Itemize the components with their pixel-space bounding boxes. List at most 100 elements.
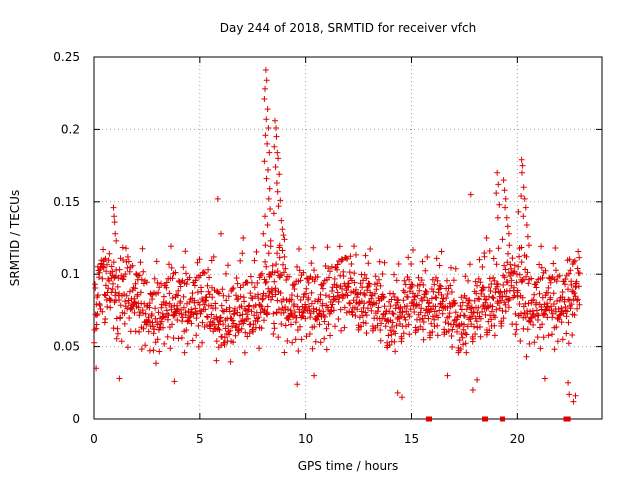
- data-point: [104, 261, 110, 268]
- data-point: [329, 301, 336, 308]
- data-point: [163, 284, 170, 291]
- data-point: [372, 273, 379, 280]
- data-point: [416, 301, 422, 308]
- data-point: [524, 233, 531, 240]
- data-point: [376, 276, 382, 283]
- data-point: [489, 303, 496, 310]
- data-point: [216, 327, 223, 333]
- data-point: [502, 204, 509, 211]
- data-point: [520, 213, 527, 220]
- data-point: [495, 245, 502, 252]
- data-point: [93, 321, 100, 328]
- data-point: [420, 326, 426, 333]
- data-point: [536, 261, 543, 268]
- data-point: [282, 265, 289, 272]
- data-point: [134, 291, 141, 298]
- data-point: [360, 319, 367, 326]
- data-point: [420, 319, 427, 325]
- x-tick-label: 10: [298, 432, 313, 446]
- data-point: [404, 294, 411, 301]
- data-point: [493, 306, 500, 313]
- data-point: [317, 291, 324, 298]
- data-point: [427, 332, 434, 339]
- data-point: [262, 85, 268, 92]
- data-point: [328, 304, 335, 311]
- data-point: [436, 307, 443, 314]
- data-point: [167, 345, 174, 352]
- data-point: [111, 274, 118, 281]
- data-point: [197, 310, 204, 317]
- data-point: [565, 340, 572, 347]
- data-point: [183, 270, 189, 277]
- data-point: [575, 283, 582, 290]
- data-point: [270, 210, 277, 217]
- data-point: [459, 299, 466, 306]
- data-point: [566, 256, 573, 263]
- data-point: [395, 261, 402, 267]
- data-point: [531, 339, 538, 346]
- data-point: [374, 322, 381, 329]
- data-point: [388, 331, 395, 338]
- data-point: [91, 339, 98, 346]
- data-point: [432, 303, 439, 310]
- data-point: [268, 296, 274, 303]
- data-point: [538, 264, 545, 271]
- data-point: [551, 346, 558, 353]
- data-point: [388, 296, 395, 303]
- data-point: [311, 278, 318, 285]
- data-point: [142, 310, 149, 317]
- data-point: [263, 116, 270, 123]
- data-point: [257, 302, 263, 308]
- data-point: [99, 275, 106, 282]
- data-point: [451, 300, 458, 307]
- data-point: [575, 248, 582, 255]
- data-point: [463, 331, 470, 338]
- data-points: [91, 67, 583, 422]
- data-point: [549, 310, 556, 317]
- data-point: [353, 286, 359, 293]
- data-point: [428, 320, 435, 327]
- data-point: [496, 201, 503, 208]
- data-point: [262, 132, 269, 139]
- data-point: [93, 312, 100, 319]
- data-point: [132, 328, 139, 335]
- data-point: [418, 305, 425, 312]
- data-point: [276, 171, 283, 178]
- data-point: [477, 333, 484, 340]
- data-point: [488, 316, 495, 323]
- data-point: [100, 246, 107, 253]
- data-point: [545, 332, 552, 339]
- data-point: [417, 309, 424, 316]
- data-point: [567, 305, 574, 312]
- data-point: [99, 263, 106, 270]
- data-point: [458, 331, 465, 337]
- data-point: [93, 325, 100, 332]
- data-point: [267, 206, 274, 212]
- data-point: [237, 257, 244, 264]
- data-point: [540, 334, 547, 341]
- data-point: [411, 296, 417, 303]
- data-point: [443, 295, 450, 301]
- data-point: [439, 310, 446, 317]
- data-point: [99, 308, 106, 315]
- data-point: [287, 307, 294, 314]
- data-point: [156, 348, 163, 355]
- data-point: [359, 284, 366, 291]
- data-point: [511, 284, 517, 291]
- data-point: [213, 313, 220, 320]
- data-point: [229, 317, 236, 324]
- data-point: [311, 267, 317, 274]
- data-point: [273, 180, 280, 186]
- data-point: [180, 304, 187, 311]
- data-point: [549, 314, 556, 321]
- data-point: [262, 213, 268, 220]
- data-point: [365, 260, 372, 267]
- data-point: [444, 305, 451, 311]
- data-point: [219, 307, 226, 314]
- data-point: [271, 278, 278, 285]
- data-point: [232, 324, 239, 331]
- data-point: [263, 310, 270, 317]
- chart-title: Day 244 of 2018, SRMTID for receiver vfc…: [220, 21, 476, 35]
- data-point: [387, 327, 394, 334]
- data-point: [541, 375, 548, 382]
